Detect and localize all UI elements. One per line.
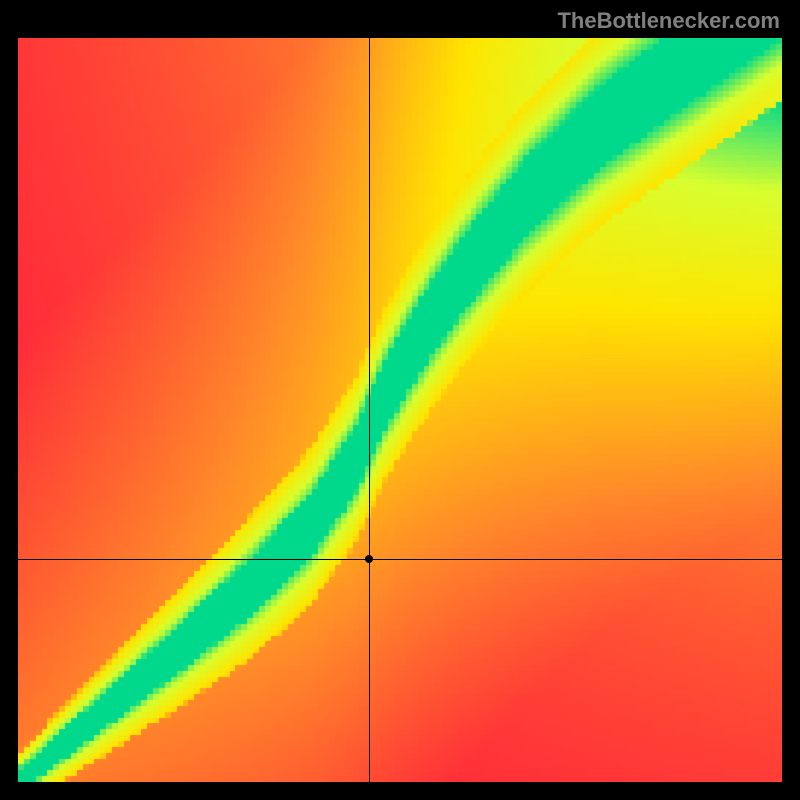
chart-container: TheBottlenecker.com bbox=[0, 0, 800, 800]
heatmap-canvas bbox=[18, 38, 782, 782]
crosshair-vertical bbox=[369, 38, 370, 782]
crosshair-horizontal bbox=[18, 559, 782, 560]
heatmap-plot bbox=[18, 38, 782, 782]
watermark-text: TheBottlenecker.com bbox=[557, 8, 780, 34]
crosshair-dot bbox=[365, 555, 373, 563]
